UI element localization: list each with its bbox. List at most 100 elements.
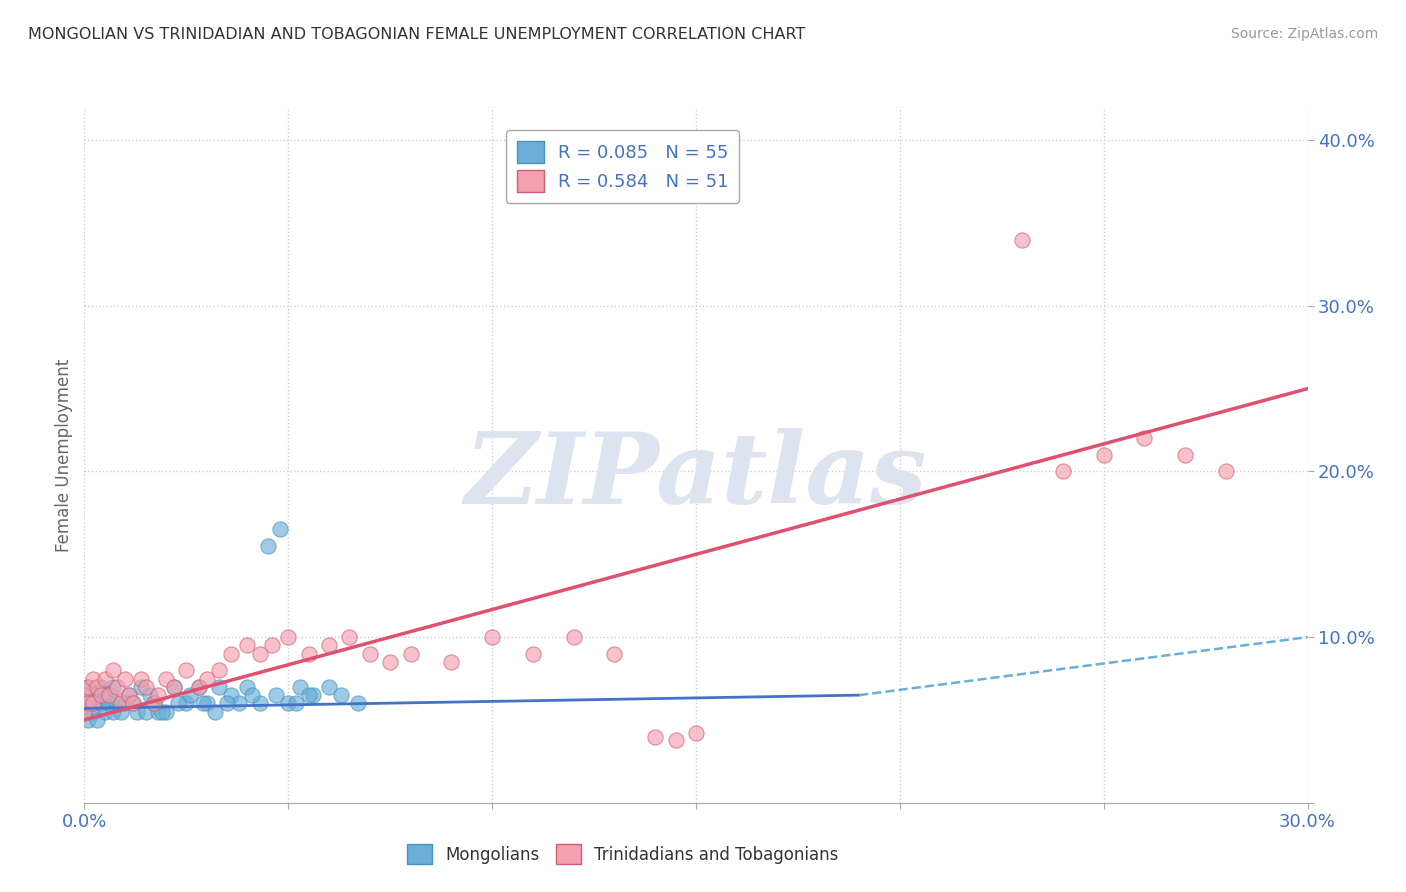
Point	[257, 539, 280, 553]
Point	[219, 688, 242, 702]
Point	[195, 672, 218, 686]
Point	[146, 705, 169, 719]
Point	[644, 730, 666, 744]
Point	[82, 697, 104, 711]
Point	[86, 713, 108, 727]
Point	[174, 697, 197, 711]
Point	[135, 705, 157, 719]
Point	[264, 688, 287, 702]
Point	[179, 688, 201, 702]
Point	[174, 663, 197, 677]
Point	[664, 732, 686, 747]
Point	[97, 688, 120, 702]
Point	[562, 630, 585, 644]
Point	[187, 680, 209, 694]
Point	[73, 688, 96, 702]
Y-axis label: Female Unemployment: Female Unemployment	[55, 359, 73, 551]
Point	[301, 688, 323, 702]
Point	[90, 680, 112, 694]
Point	[73, 705, 96, 719]
Point	[73, 705, 96, 719]
Point	[204, 705, 226, 719]
Point	[1133, 431, 1156, 445]
Point	[93, 705, 115, 719]
Point	[219, 647, 242, 661]
Point	[380, 655, 402, 669]
Point	[73, 697, 96, 711]
Point	[249, 697, 271, 711]
Point	[122, 697, 145, 711]
Point	[114, 672, 136, 686]
Point	[105, 680, 128, 694]
Point	[118, 688, 141, 702]
Point	[285, 697, 308, 711]
Text: ZIPatlas: ZIPatlas	[465, 427, 927, 524]
Point	[86, 680, 108, 694]
Point	[208, 680, 231, 694]
Point	[97, 697, 120, 711]
Point	[93, 672, 115, 686]
Point	[167, 697, 190, 711]
Point	[290, 680, 312, 694]
Point	[131, 672, 153, 686]
Point	[359, 647, 381, 661]
Point	[277, 697, 299, 711]
Point	[269, 523, 291, 537]
Point	[138, 688, 160, 702]
Point	[131, 680, 153, 694]
Point	[217, 697, 239, 711]
Point	[150, 705, 173, 719]
Point	[1092, 448, 1115, 462]
Point	[298, 647, 321, 661]
Point	[260, 639, 283, 653]
Point	[1215, 465, 1237, 479]
Point	[440, 655, 463, 669]
Point	[82, 697, 104, 711]
Point	[142, 697, 165, 711]
Point	[318, 680, 340, 694]
Point	[522, 647, 544, 661]
Point	[86, 688, 108, 702]
Point	[77, 680, 100, 694]
Point	[101, 663, 124, 677]
Point	[135, 680, 157, 694]
Point	[90, 697, 112, 711]
Point	[685, 726, 707, 740]
Point	[110, 705, 132, 719]
Point	[82, 705, 104, 719]
Point	[481, 630, 503, 644]
Point	[77, 697, 100, 711]
Point	[110, 697, 132, 711]
Point	[236, 680, 259, 694]
Point	[101, 705, 124, 719]
Point	[114, 697, 136, 711]
Point	[191, 697, 214, 711]
Text: MONGOLIAN VS TRINIDADIAN AND TOBAGONIAN FEMALE UNEMPLOYMENT CORRELATION CHART: MONGOLIAN VS TRINIDADIAN AND TOBAGONIAN …	[28, 27, 806, 42]
Point	[118, 688, 141, 702]
Point	[228, 697, 250, 711]
Point	[155, 672, 177, 686]
Point	[77, 713, 100, 727]
Point	[93, 688, 115, 702]
Point	[187, 680, 209, 694]
Point	[122, 697, 145, 711]
Point	[105, 697, 128, 711]
Point	[1052, 465, 1074, 479]
Point	[249, 647, 271, 661]
Point	[77, 688, 100, 702]
Point	[240, 688, 263, 702]
Point	[330, 688, 353, 702]
Legend: Mongolians, Trinidadians and Tobagonians: Mongolians, Trinidadians and Tobagonians	[399, 838, 845, 871]
Point	[208, 663, 231, 677]
Point	[277, 630, 299, 644]
Point	[339, 630, 360, 644]
Point	[298, 688, 321, 702]
Text: Source: ZipAtlas.com: Source: ZipAtlas.com	[1230, 27, 1378, 41]
Point	[163, 680, 186, 694]
Point	[163, 680, 186, 694]
Point	[346, 697, 368, 711]
Point	[195, 697, 218, 711]
Point	[399, 647, 422, 661]
Point	[155, 705, 177, 719]
Point	[90, 688, 112, 702]
